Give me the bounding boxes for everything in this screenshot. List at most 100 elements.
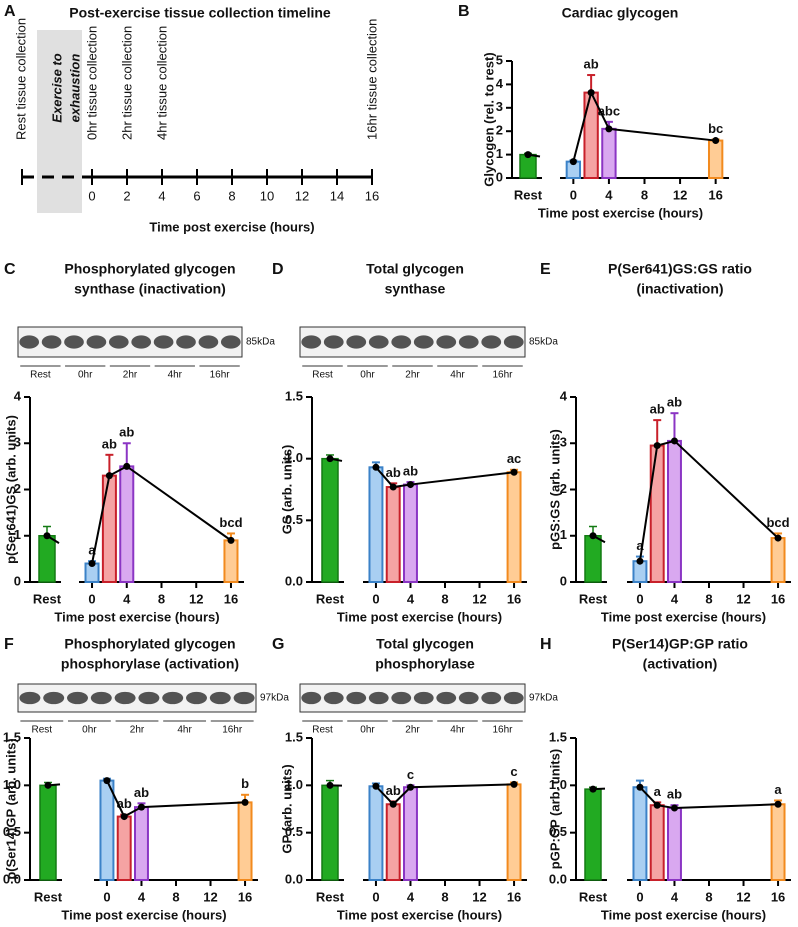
significance-label: ab [134,785,149,800]
mean-line [375,783,515,806]
panel-label: G [272,636,284,653]
lane-label: 2hr [405,725,420,736]
y-tick-label: 0 [560,573,567,588]
bar [116,815,132,881]
mean-line [91,465,232,564]
panel-title: phosphorylase (activation) [61,656,239,672]
x-tick-label: 8 [441,591,448,606]
y-tick-label: 0 [496,169,503,184]
x-tick-label: 12 [472,889,486,904]
x-tick-label: 16 [238,889,252,904]
x-tick-label: 12 [189,591,203,606]
timeline-tick-label: 16 [365,188,379,203]
mean-point [120,813,128,821]
blot-band [391,335,412,349]
mean-point [406,481,414,489]
blot-marker: 97kDa [529,693,558,704]
mean-point [510,468,518,476]
x-tick-label: 8 [172,889,179,904]
x-tick-label: 8 [705,889,712,904]
y-tick-label: 0.0 [3,871,21,886]
y-axis-label: pGP:GP (arb. units) [547,749,562,869]
blot-band [90,691,112,705]
panel-title: synthase [385,281,446,297]
timeline-tick-label: 0 [88,188,95,203]
mean-point [326,455,334,463]
significance-label: a [654,784,662,799]
lane-label: 4hr [168,370,183,381]
x-tick-label: 4 [407,889,415,904]
panel-label: H [540,636,552,653]
significance-label: ab [650,402,665,417]
x-tick-label: Rest [579,889,608,904]
rest-bar [321,457,339,583]
blot-band [162,691,184,705]
blot-band [436,691,457,705]
significance-label: ab [584,56,599,71]
panel-title: (activation) [643,656,718,672]
x-tick-label: 8 [158,591,165,606]
blot-band [301,691,322,705]
x-tick-label: 16 [224,591,238,606]
x-tick-label: 8 [705,591,712,606]
x-axis-label: Time post exercise (hours) [601,907,766,922]
y-axis-label: p(Ser641)GS (arb. units) [3,415,18,564]
panel-title: Cardiac glycogen [562,5,679,21]
blot-band [413,335,434,349]
mean-line [572,89,716,162]
y-tick-label: 1.0 [285,450,303,465]
lane-label: 2hr [405,370,420,381]
panel-label: D [272,261,284,278]
bar [632,786,648,882]
blot-band [368,691,389,705]
mean-line [639,786,779,810]
timeline-tick-label: 4 [158,188,165,203]
panel-title: phosphorylase [375,656,475,672]
blot-band [323,335,344,349]
x-tick-label: 12 [203,889,217,904]
significance-label: ab [386,783,401,798]
blot-band [346,691,367,705]
lane-label: 16hr [492,725,513,736]
blot-band [413,691,434,705]
y-tick-label: 1.0 [285,777,303,792]
panel-title: Total glycogen [376,636,474,652]
rest-bar [321,784,339,881]
blot-band [220,335,241,349]
mean-point [670,804,678,812]
rest-bar [584,535,602,583]
x-tick-label: 8 [641,187,648,202]
mean-point [43,532,51,540]
y-tick-label: 0.0 [285,871,303,886]
x-tick-label: 12 [736,591,750,606]
blot-band [43,691,65,705]
significance-label: ab [386,465,401,480]
lane-label: Rest [30,370,51,381]
x-axis-label: Time post exercise (hours) [601,609,766,624]
mean-point [569,158,577,166]
x-axis-label: Time post exercise (hours) [538,205,703,220]
bar [368,466,384,583]
mean-line [106,780,246,818]
y-tick-label: 1.5 [285,729,303,744]
y-tick-label: 3 [496,99,503,114]
timeline-tick-label: 6 [193,188,200,203]
x-tick-label: 12 [736,889,750,904]
bar [119,465,135,583]
mean-point [389,483,397,491]
y-tick-label: 3 [14,435,21,450]
x-tick-label: 8 [441,889,448,904]
lane-label: 0hr [360,725,375,736]
y-tick-label: 5 [496,52,503,67]
x-tick-label: 0 [636,591,643,606]
panel-title: P(Ser641)GS:GS ratio [608,261,752,277]
bar [506,471,522,584]
x-tick-label: 4 [123,591,131,606]
exercise-box [37,30,82,213]
mean-line [638,439,779,562]
bar [99,779,115,881]
mean-point [44,781,52,789]
bar [649,804,665,881]
blot-band [108,335,129,349]
x-tick-label: 0 [372,591,379,606]
